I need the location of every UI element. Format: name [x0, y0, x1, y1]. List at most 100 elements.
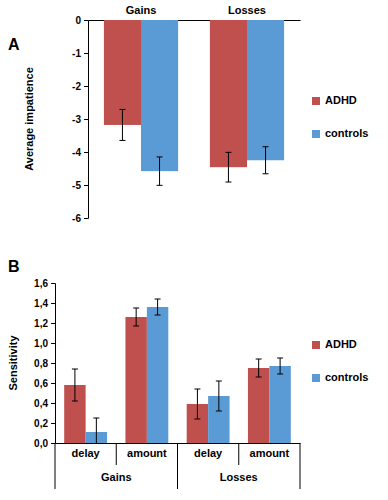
bar: [147, 307, 168, 443]
panel-title: B: [8, 258, 20, 275]
tick-label: -1: [72, 48, 81, 59]
error-bar-cap: [216, 381, 222, 382]
series: [141, 20, 284, 185]
bar: [141, 20, 178, 171]
bar: [210, 20, 247, 167]
tick: delay: [194, 443, 223, 459]
tick: Losses: [228, 4, 266, 20]
tick: -2: [72, 81, 88, 92]
tick: -1: [72, 48, 88, 59]
error-bar: [256, 359, 262, 377]
tick-label: -6: [72, 213, 81, 224]
tick-mark: [51, 403, 55, 404]
y-axis: 0,00,20,40,60,81,01,21,41,6: [34, 278, 55, 449]
group-label: Losses: [220, 471, 258, 483]
tick-mark: [51, 443, 55, 444]
error-bar-stem: [280, 358, 281, 374]
legend-swatch: [312, 130, 320, 138]
series: [86, 299, 291, 443]
tick-mark: [84, 119, 88, 120]
tick-mark: [84, 53, 88, 54]
error-bar: [225, 152, 231, 182]
group-label: Gains: [101, 471, 132, 483]
tick: 0,2: [34, 418, 55, 429]
tick-label: 0,8: [34, 358, 48, 369]
bar: [104, 20, 141, 125]
tick: delay: [72, 443, 101, 459]
category-label: Losses: [228, 4, 266, 16]
tick-mark: [51, 383, 55, 384]
tick: -3: [72, 114, 88, 125]
tick: 0,6: [34, 378, 55, 389]
error-bar-cap: [256, 359, 262, 360]
error-bar-cap: [157, 185, 163, 186]
error-bar-cap: [225, 152, 231, 153]
separator: [177, 443, 178, 489]
tick: Gains: [126, 4, 157, 20]
tick: -6: [72, 213, 88, 224]
x-axis: Gains Losses: [89, 4, 301, 21]
error-bar: [263, 147, 269, 174]
error-bar-cap: [194, 419, 200, 420]
error-bar-cap: [277, 358, 283, 359]
separator: [300, 443, 301, 489]
tick-label: -5: [72, 180, 81, 191]
category-label: amount: [250, 447, 290, 459]
tick-mark: [84, 218, 88, 219]
error-bar-cap: [119, 109, 125, 110]
tick-label: 1,0: [34, 338, 48, 349]
tick-label: 0,0: [34, 438, 48, 449]
tick: amount: [127, 443, 167, 459]
tick-label: -3: [72, 114, 81, 125]
category-separators: [55, 443, 300, 489]
error-bar-cap: [93, 418, 99, 419]
legend-swatch: [312, 374, 320, 382]
tick-mark: [51, 343, 55, 344]
axis-line: [84, 21, 89, 219]
tick: 0,8: [34, 358, 55, 369]
bar: [247, 20, 284, 160]
error-bar-cap: [157, 156, 163, 157]
bar: [125, 317, 146, 443]
legend: ADHDcontrols: [312, 338, 368, 383]
error-bar-stem: [258, 359, 259, 377]
error-bar-stem: [74, 369, 75, 401]
tick: 0,0: [34, 438, 55, 449]
bar: [248, 368, 269, 443]
error-bar: [194, 389, 200, 419]
error-bar-cap: [225, 182, 231, 183]
tick-mark: [51, 283, 55, 284]
tick: 1,0: [34, 338, 55, 349]
error-bar: [216, 381, 222, 411]
separator: [238, 443, 239, 465]
axis-line: [51, 284, 56, 444]
tick: 0: [75, 15, 88, 26]
error-bar-cap: [133, 326, 139, 327]
tick: -5: [72, 180, 88, 191]
tick-label: 1,6: [34, 278, 48, 289]
error-bar: [157, 157, 163, 185]
series: [64, 308, 269, 443]
tick-mark: [84, 20, 88, 21]
legend: ADHDcontrols: [312, 94, 368, 139]
tick-mark: [84, 152, 88, 153]
error-bar-stem: [159, 157, 160, 185]
plot-area: [64, 299, 291, 443]
tick-mark: [51, 363, 55, 364]
error-bar-stem: [265, 147, 266, 174]
error-bar: [133, 308, 139, 326]
category-label: Gains: [126, 4, 157, 16]
axis-title: Sensitivity: [7, 335, 19, 391]
error-bar: [93, 418, 99, 443]
plot-area: [104, 20, 284, 185]
category-label: amount: [127, 447, 167, 459]
tick-mark: [84, 185, 88, 186]
error-bar-cap: [263, 146, 269, 147]
error-bar-stem: [197, 389, 198, 419]
tick: 1,4: [34, 298, 55, 309]
legend-swatch: [312, 341, 320, 349]
error-bar-cap: [194, 389, 200, 390]
tick: -4: [72, 147, 88, 158]
tick-mark: [51, 423, 55, 424]
tick-label: -4: [72, 147, 81, 158]
